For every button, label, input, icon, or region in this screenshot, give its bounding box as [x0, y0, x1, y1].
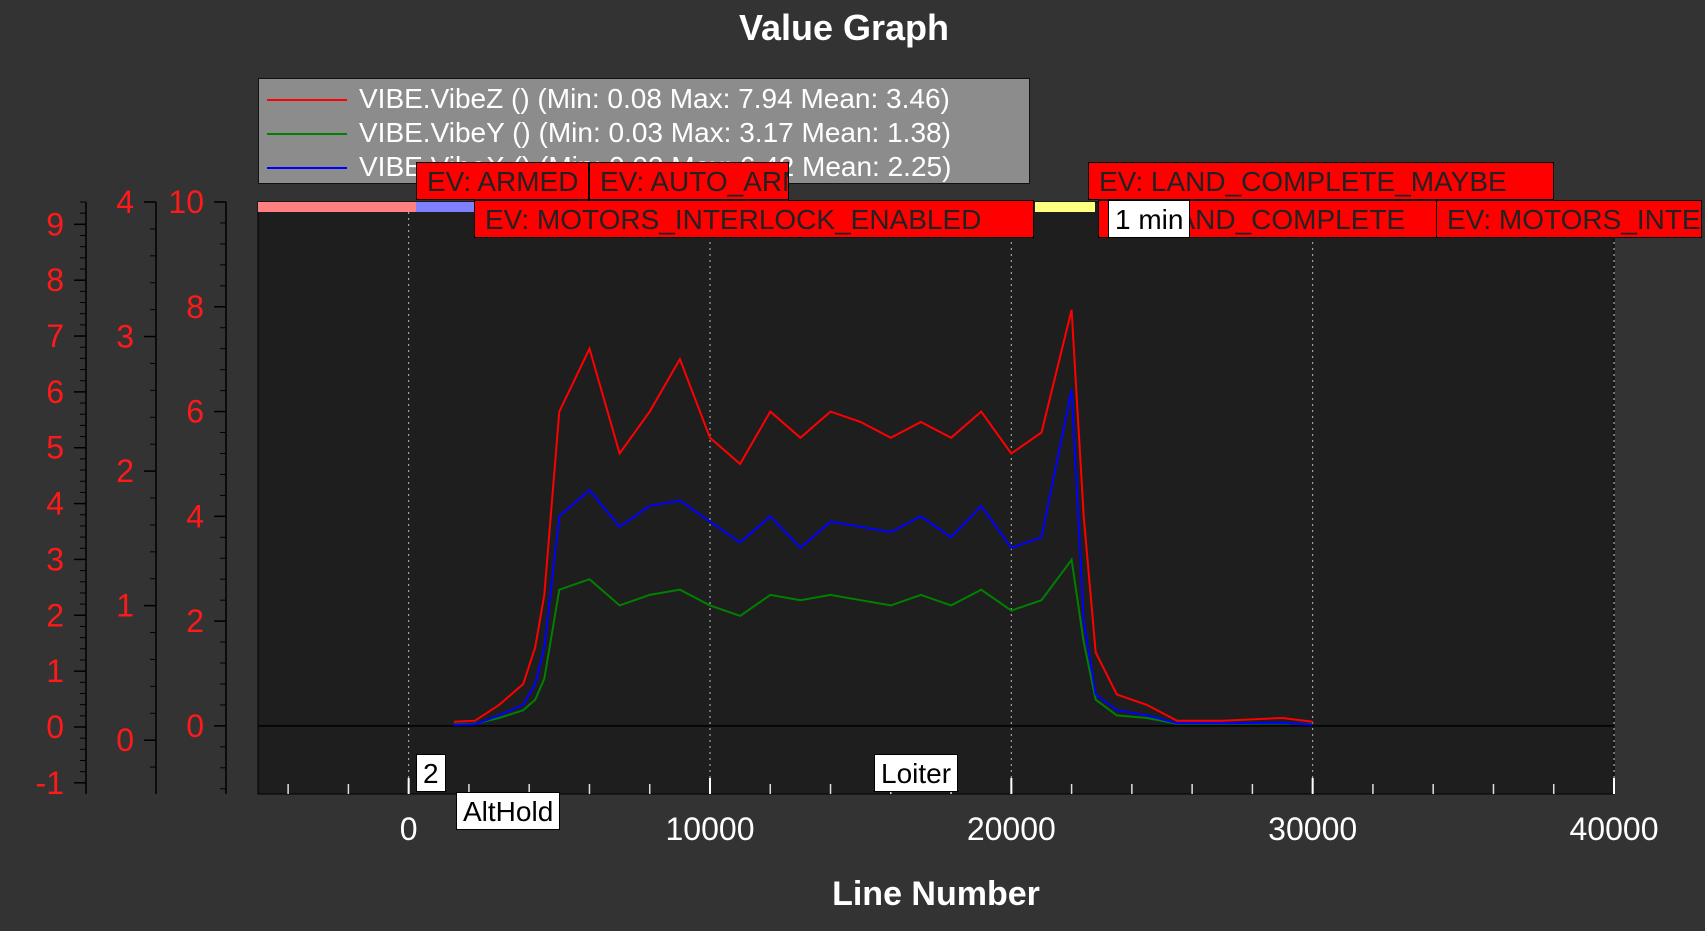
y-axis-tick-label: 0: [186, 708, 204, 744]
y-axis-tick-label: 3: [46, 541, 64, 577]
x-axis-tick-label: 30000: [1268, 811, 1357, 847]
y-axis-tick-label: 4: [186, 498, 204, 534]
y-axis-tick-label: 8: [46, 262, 64, 298]
x-axis-tick-label: 0: [400, 811, 418, 847]
y-axis-tick-label: -1: [36, 765, 64, 801]
mode-bar-segment-2: [416, 202, 476, 212]
series-line-0: [453, 309, 1313, 723]
legend-swatch-vibex: [267, 167, 347, 169]
y-axis-tick-label: 2: [116, 453, 134, 489]
event-label-armed[interactable]: EV: ARMED: [416, 162, 589, 200]
y-axis-tick-label: 8: [186, 289, 204, 325]
mode-bar-segment-3: [1035, 202, 1095, 212]
y-axis-tick-label: 4: [46, 486, 64, 522]
x-axis: 0 10000 20000 30000 40000: [287, 778, 1659, 847]
legend-label-vibey: VIBE.VibeY () (Min: 0.03 Max: 3.17 Mean:…: [359, 117, 951, 148]
legend-swatch-vibey: [267, 133, 347, 135]
event-label-motors-interlock-enabled[interactable]: EV: MOTORS_INTERLOCK_ENABLED: [474, 200, 1034, 238]
chart-title: Value Graph: [739, 7, 949, 48]
y-axes: -1 0 1 2 3 4 5 6 7 8 9 0 1 2 3 4 0 2 4 6 8 10: [36, 184, 227, 801]
legend-swatch-vibez: [267, 99, 347, 101]
series-line-1: [453, 557, 1313, 726]
grid-lines: [408, 212, 1615, 794]
y-axis-tick-label: 3: [116, 319, 134, 355]
y-axis-tick-label: 1: [46, 653, 64, 689]
mode-label-althold[interactable]: AltHold: [456, 792, 561, 830]
y-axis-tick-label: 6: [186, 394, 204, 430]
y-axis-tick-label: 6: [46, 374, 64, 410]
y-axis-tick-label: 1: [116, 588, 134, 624]
x-axis-label: Line Number: [832, 875, 1040, 913]
y-axis-tick-label: 7: [46, 318, 64, 354]
x-axis-tick-label: 10000: [666, 811, 755, 847]
y-axis-tick-label: 2: [46, 597, 64, 633]
series-line-2: [453, 389, 1313, 726]
event-label-auto-armed[interactable]: EV: AUTO_ARMED: [589, 162, 789, 200]
event-label-land-complete-maybe[interactable]: EV: LAND_COMPLETE_MAYBE: [1088, 162, 1554, 200]
x-axis-tick-label: 20000: [967, 811, 1056, 847]
y-axis-tick-label: 0: [116, 722, 134, 758]
legend-item-vibey[interactable]: VIBE.VibeY () (Min: 0.03 Max: 3.17 Mean:…: [259, 116, 1029, 150]
series-layer: [453, 309, 1313, 726]
time-marker-label: 1 min: [1108, 200, 1191, 238]
plot-area[interactable]: [257, 201, 1615, 795]
y-axis-tick-label: 2: [186, 603, 204, 639]
y-axis-tick-label: 0: [46, 709, 64, 745]
legend-item-vibez[interactable]: VIBE.VibeZ () (Min: 0.08 Max: 7.94 Mean:…: [259, 82, 1029, 116]
y-axis-tick-label: 9: [46, 206, 64, 242]
legend-label-vibez: VIBE.VibeZ () (Min: 0.08 Max: 7.94 Mean:…: [359, 83, 950, 114]
y-axis-tick-label: 10: [168, 184, 204, 220]
x-axis-tick-label: 40000: [1570, 811, 1659, 847]
mode-label-loiter[interactable]: Loiter: [874, 754, 959, 792]
y-axis-tick-label: 5: [46, 430, 64, 466]
event-label-motors-interlock-disabled[interactable]: EV: MOTORS_INTERLOCK_DISABLED: [1436, 200, 1702, 238]
mode-label-2[interactable]: 2: [416, 754, 446, 792]
y-axis-tick-label: 4: [116, 184, 134, 220]
mode-bar-segment-1: [258, 202, 416, 212]
